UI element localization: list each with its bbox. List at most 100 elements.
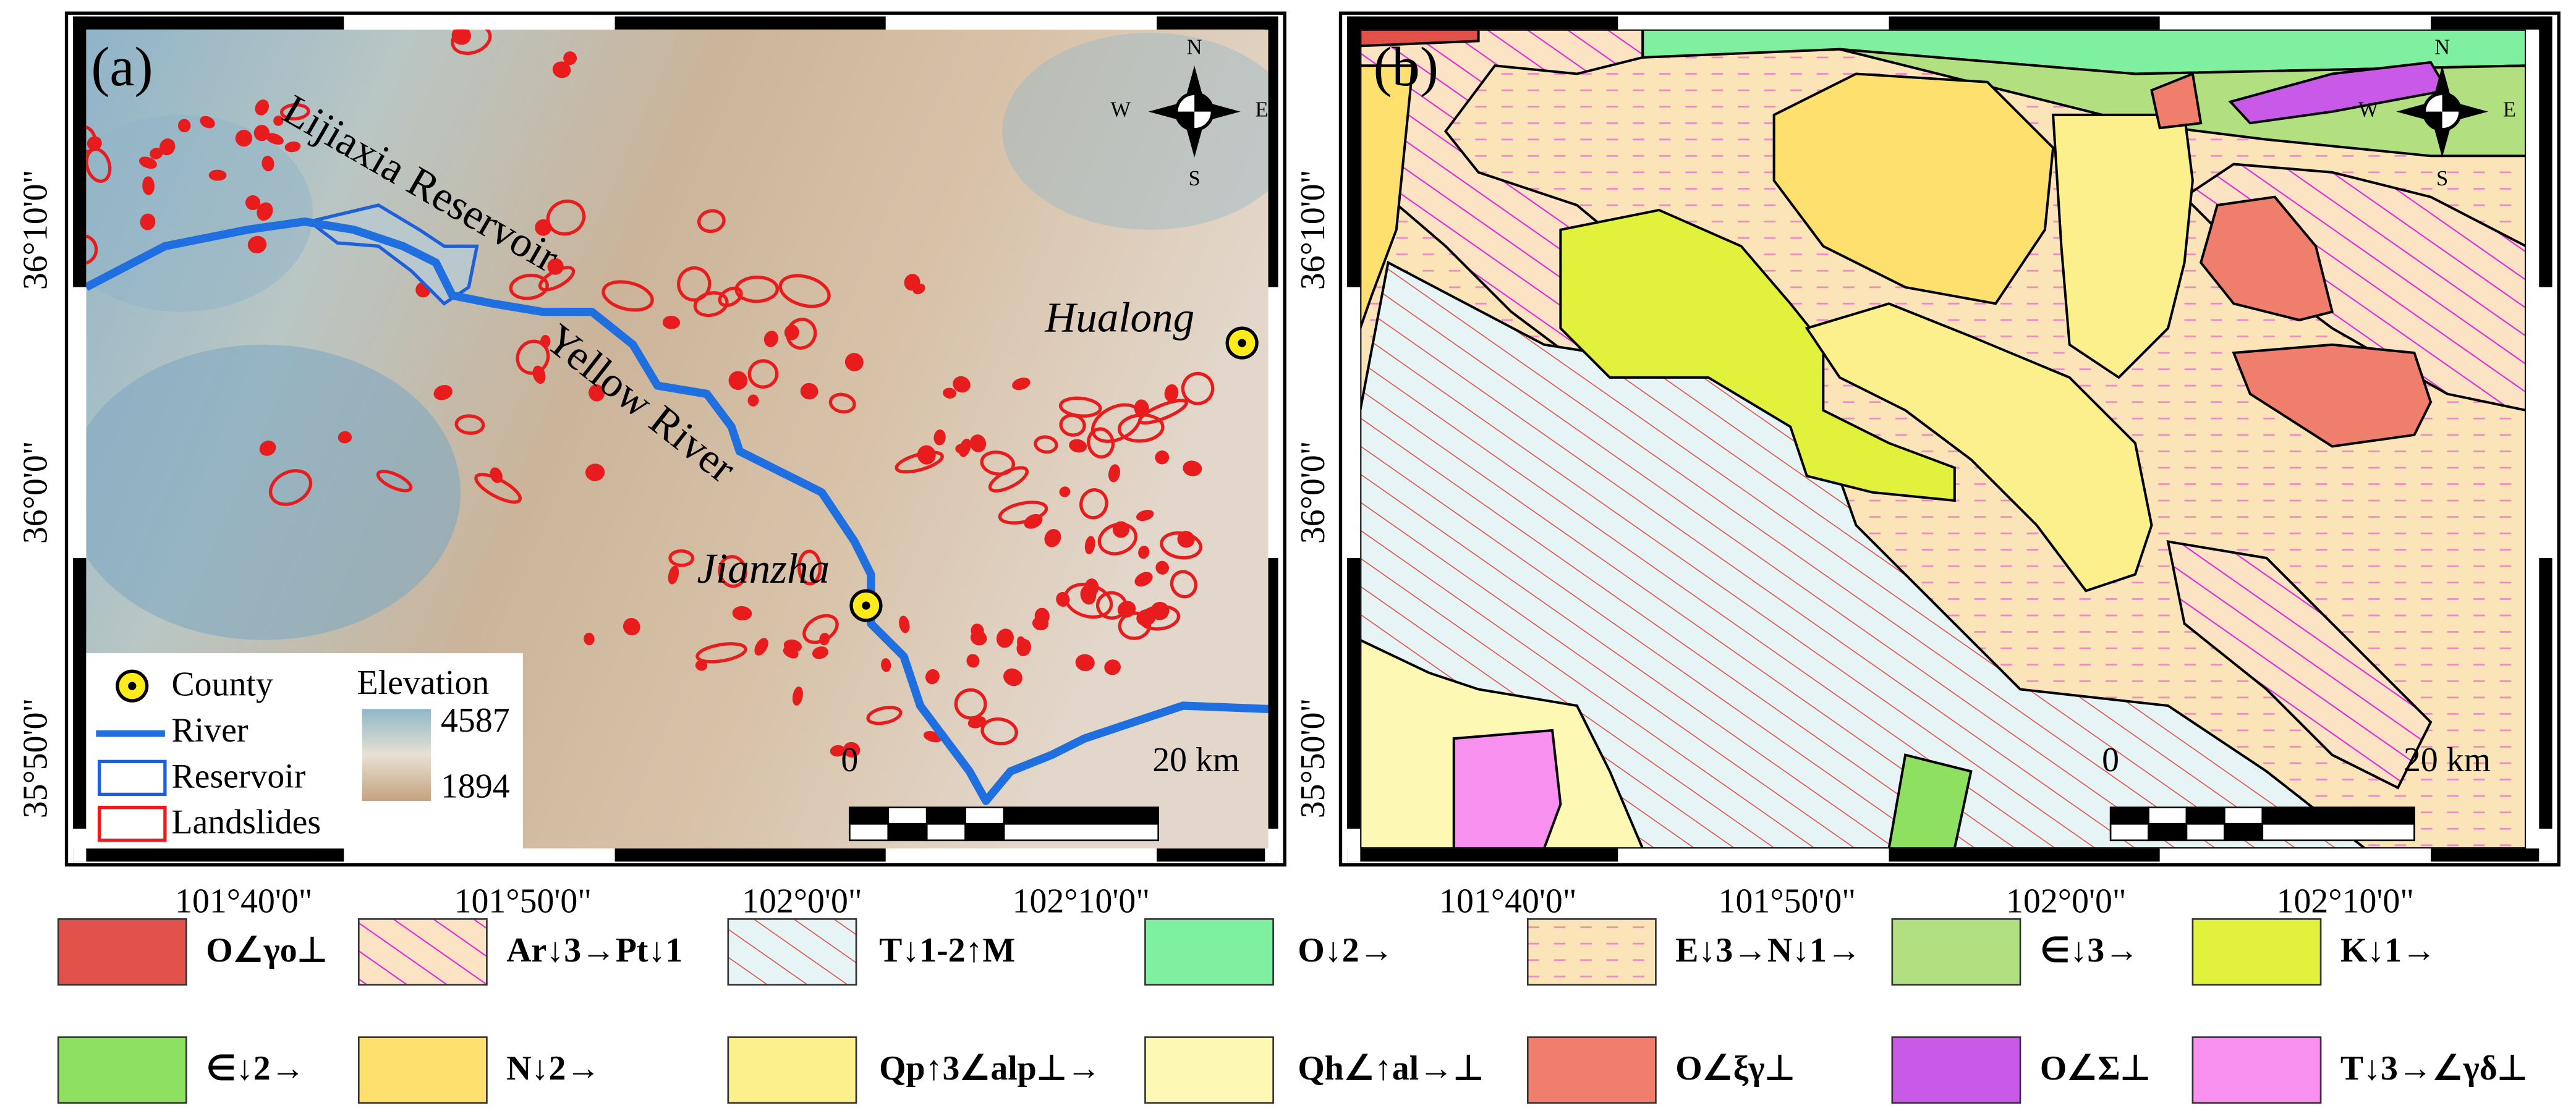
landslide <box>792 687 803 706</box>
landslide <box>970 630 987 646</box>
legend-swatch <box>1144 1036 1274 1104</box>
panel-b: (b) N S W E 0 20 km <box>1338 11 2561 867</box>
highland <box>86 344 461 640</box>
landslide <box>1003 668 1022 687</box>
landslide <box>552 61 571 78</box>
lon-label: 101°40'0" <box>175 882 312 921</box>
scale-segment <box>2109 806 2149 825</box>
geology-legend: O∠γo⊥ Ar↓3→Pt↓1 T↓1-2↑M O↓2→ E↓3→N↓1→ ∈↓3→ K↓1… <box>57 918 2527 1104</box>
compass-w: W <box>2358 98 2379 122</box>
landslide <box>1112 521 1129 538</box>
landslide <box>718 555 747 588</box>
scale-segment <box>1003 822 1160 842</box>
legend-label: Reservoir <box>171 757 305 795</box>
landslide <box>778 274 831 308</box>
compass: N S W E <box>2358 36 2516 190</box>
landslide <box>1080 585 1097 605</box>
scale-label: 20 km <box>1152 741 1239 779</box>
landslide <box>980 717 1018 746</box>
compass-n: N <box>1187 36 1202 59</box>
landslide <box>734 275 779 303</box>
landslide <box>376 470 413 492</box>
legend-label: Qh∠↑al→⊥ <box>1298 1049 1483 1088</box>
landslide <box>490 467 503 483</box>
county-dot <box>862 601 870 610</box>
legend-label: O∠ξγ⊥ <box>1675 1049 1795 1088</box>
compass-e: E <box>1255 98 1268 122</box>
lat-label: 36°10'0" <box>17 170 55 290</box>
landslide <box>1138 546 1150 559</box>
unit-n2 <box>1360 64 1414 329</box>
frame-segment <box>2539 16 2553 287</box>
scale-segment <box>2185 806 2225 825</box>
elevation-min: 1894 <box>441 767 510 805</box>
landslide <box>969 434 987 452</box>
frame-segment <box>1157 16 1278 30</box>
frame-segment <box>344 16 615 30</box>
lon-label: 101°50'0" <box>454 882 592 921</box>
landslide <box>925 669 940 685</box>
lat-label: 36°0'0" <box>1294 441 1332 544</box>
unit-k1 <box>1559 208 1956 502</box>
frame-segment <box>2539 287 2553 558</box>
lat-label: 36°10'0" <box>1294 170 1332 290</box>
landslide <box>245 195 261 211</box>
unit-qp3 <box>1804 302 2153 593</box>
landslide <box>1181 371 1215 405</box>
landslide <box>268 469 313 506</box>
landslide <box>86 234 98 265</box>
geology-map <box>1360 29 2527 849</box>
unit-o-xi-gamma <box>2199 195 2334 321</box>
legend-swatch <box>1891 918 2021 986</box>
landslide <box>284 141 301 153</box>
frame-segment <box>1889 16 2160 30</box>
frame-segment <box>614 16 886 30</box>
scale-label: 0 <box>841 741 858 779</box>
landslide <box>433 384 453 400</box>
legend-swatch <box>57 1036 187 1104</box>
place-label: Hualong <box>1044 293 1194 340</box>
landslide <box>828 392 856 414</box>
frame-segment <box>1157 848 1278 862</box>
legend-swatch <box>1526 1036 1657 1104</box>
landslide <box>1044 529 1061 547</box>
lon-label: 102°10'0" <box>2277 882 2414 921</box>
landslide <box>1160 531 1202 560</box>
lat-label: 35°50'0" <box>17 698 55 819</box>
landslide <box>1075 654 1095 671</box>
landslide <box>563 51 577 66</box>
frame-segment <box>2159 16 2431 30</box>
legend-swatch <box>1526 918 1657 986</box>
landslide <box>763 331 778 347</box>
landslide <box>257 202 273 221</box>
landslides <box>86 29 1215 758</box>
scale-segment <box>964 806 1005 825</box>
landslide <box>584 632 595 646</box>
scale-segment <box>964 822 1005 842</box>
landslide <box>693 291 729 318</box>
legend-label: Ar↓3→Pt↓1 <box>506 931 682 970</box>
compass-n: N <box>2434 36 2450 59</box>
landslide <box>662 316 681 329</box>
landslide <box>235 130 252 147</box>
legend-label: O∠Σ⊥ <box>2040 1049 2150 1088</box>
landslide <box>881 658 891 672</box>
scale-segment <box>2261 822 2415 842</box>
legend-swatch <box>727 1036 857 1104</box>
landslide <box>1097 522 1137 556</box>
compass-s: S <box>2436 167 2448 190</box>
landslide <box>1118 611 1152 640</box>
landslide <box>732 606 752 621</box>
lon-label: 102°0'0" <box>742 882 862 921</box>
landslide <box>1059 486 1071 497</box>
elevation-max: 4587 <box>441 701 510 740</box>
frame-segment <box>73 16 87 287</box>
landslide <box>1063 583 1113 619</box>
panel-label: (b) <box>1374 36 1439 98</box>
legend-swatch <box>357 1036 488 1104</box>
landslide <box>943 387 956 399</box>
landslide <box>159 138 176 156</box>
landslide <box>177 119 191 133</box>
legend-label: T↓3→∠γδ⊥ <box>2340 1049 2527 1088</box>
unit-qp3 <box>2052 113 2194 379</box>
